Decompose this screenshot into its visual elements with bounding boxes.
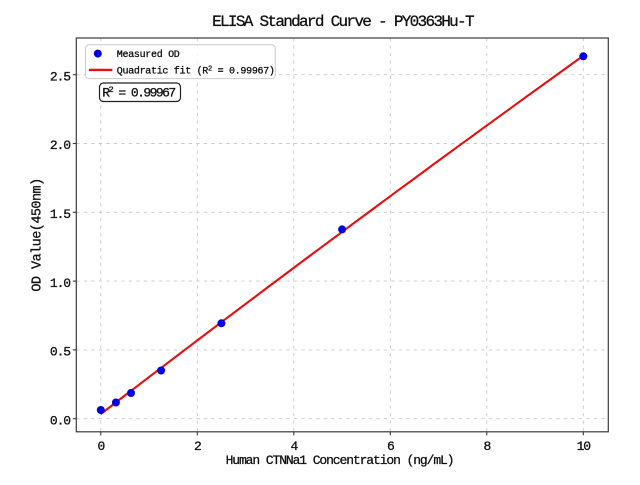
- svg-text:1.5: 1.5: [50, 207, 70, 222]
- svg-text:2: 2: [194, 439, 201, 454]
- svg-text:0.5: 0.5: [50, 345, 70, 360]
- svg-text:1.0: 1.0: [50, 276, 70, 291]
- svg-text:2.5: 2.5: [50, 69, 70, 84]
- svg-text:Quadratic fit (R2 = 0.99967): Quadratic fit (R2 = 0.99967): [117, 65, 275, 77]
- svg-text:0: 0: [97, 439, 104, 454]
- svg-text:ELISA Standard Curve - PY0363H: ELISA Standard Curve - PY0363Hu-T: [212, 13, 474, 31]
- svg-text:Measured OD: Measured OD: [117, 49, 180, 61]
- svg-text:Human CTNNa1 Concentration (ng: Human CTNNa1 Concentration (ng/mL): [226, 453, 454, 468]
- svg-text:R2 = 0.99967: R2 = 0.99967: [102, 85, 175, 101]
- svg-text:2.0: 2.0: [50, 138, 70, 153]
- svg-text:OD Value(450nm): OD Value(450nm): [31, 178, 46, 291]
- svg-text:8: 8: [483, 439, 490, 454]
- svg-text:4: 4: [290, 439, 298, 454]
- svg-text:10: 10: [577, 439, 591, 454]
- svg-text:6: 6: [387, 439, 394, 454]
- svg-text:0.0: 0.0: [50, 413, 70, 428]
